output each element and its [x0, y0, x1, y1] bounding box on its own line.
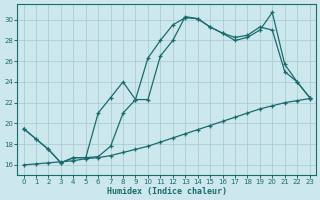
X-axis label: Humidex (Indice chaleur): Humidex (Indice chaleur) [107, 187, 227, 196]
